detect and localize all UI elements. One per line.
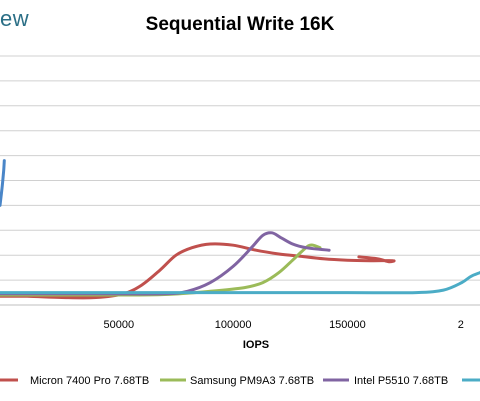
legend-label: Micron 7400 Pro 7.68TB bbox=[30, 375, 149, 387]
legend-label: Samsung PM9A3 7.68TB bbox=[190, 375, 314, 387]
logo-text: ew bbox=[0, 6, 30, 31]
series-line-4 bbox=[0, 231, 331, 296]
x-tick-label: 50000 bbox=[104, 319, 135, 331]
series-line-5 bbox=[0, 271, 480, 295]
series-line-2 bbox=[0, 242, 396, 300]
legend-label: Intel P5510 7.68TB bbox=[354, 375, 448, 387]
series-lines bbox=[0, 159, 480, 300]
x-axis-label: IOPS bbox=[243, 339, 269, 351]
x-tick-label: 2 bbox=[458, 319, 464, 331]
chart-title: Sequential Write 16K bbox=[145, 14, 335, 35]
x-tick-label: 150000 bbox=[329, 319, 366, 331]
legend: Micron 7400 Pro 7.68TB Samsung PM9A3 7.68… bbox=[0, 375, 480, 387]
gridlines bbox=[0, 55, 480, 306]
series-line-1 bbox=[0, 159, 6, 207]
x-tick-labels: 50000 100000 150000 2 bbox=[104, 319, 464, 331]
x-tick-label: 100000 bbox=[215, 319, 252, 331]
